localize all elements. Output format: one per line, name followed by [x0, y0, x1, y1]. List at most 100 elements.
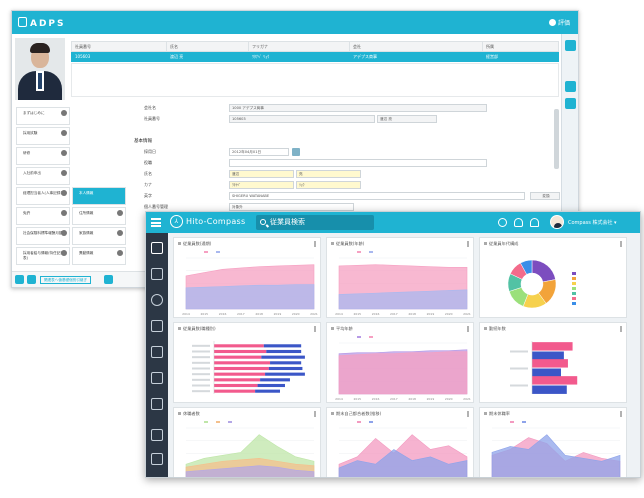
first-kana-field[interactable]: ﾘｮｳ	[296, 181, 361, 189]
kebab-menu-icon[interactable]	[467, 326, 469, 332]
bottom-icon[interactable]	[27, 275, 36, 284]
legend-swatch	[572, 302, 576, 305]
x-tick-label: 2020	[445, 397, 453, 401]
dashboard-card[interactable]: 平均年齢 2014 2015 2016 2017 2018 2019 2020 2021	[326, 322, 474, 403]
first-name-field[interactable]: 亮	[296, 170, 361, 178]
user-icon[interactable]	[514, 218, 523, 227]
table-header[interactable]: 所属	[481, 41, 560, 52]
edit-icon[interactable]	[151, 320, 163, 332]
pie-chart-icon[interactable]	[151, 294, 163, 306]
home-icon[interactable]	[151, 429, 163, 441]
kebab-menu-icon[interactable]	[314, 411, 316, 417]
legend-swatch	[572, 297, 576, 300]
x-tick-label: 2017	[390, 397, 398, 401]
area-series	[185, 465, 315, 477]
employee-search-input[interactable]: 従業員検索	[256, 215, 374, 230]
bar	[266, 349, 302, 354]
legend-swatch	[228, 421, 232, 423]
dashboard-card[interactable]: 期末自己都合者数(推移) 1 2 3 4 5 6 7 8	[326, 407, 474, 477]
legend-swatch	[510, 421, 514, 423]
bar	[255, 389, 281, 393]
gear-icon[interactable]	[151, 346, 163, 358]
home-icon[interactable]	[151, 242, 163, 254]
legend-swatch	[216, 251, 220, 253]
dashboard-card[interactable]: 勤続年数	[479, 322, 627, 403]
company-field[interactable]: 1000 アデプス商事	[229, 104, 487, 112]
kebab-menu-icon[interactable]	[467, 241, 469, 247]
hire-date-field[interactable]: 2012年04月01日	[229, 148, 289, 156]
kebab-menu-icon[interactable]	[620, 326, 622, 332]
last-name-field[interactable]: 渡辺	[229, 170, 294, 178]
category-label-placeholder	[192, 384, 210, 387]
pie-slice	[520, 259, 533, 275]
nav-item[interactable]: 異動情報	[72, 247, 126, 265]
org-icon[interactable]	[151, 453, 163, 465]
nav-item[interactable]: 住所情報	[72, 207, 126, 225]
company-menu[interactable]: Compass 株式会社 ▾	[568, 220, 617, 226]
nav-item-active[interactable]: 本人情報	[72, 187, 126, 205]
romaji-field[interactable]: SHIGERU WATANABE	[229, 192, 525, 200]
nav-item[interactable]: 採用試験	[16, 127, 70, 145]
employee-no-field[interactable]: 105603	[229, 115, 375, 123]
people-icon[interactable]	[151, 268, 163, 280]
table-header[interactable]: 会社	[349, 41, 483, 52]
title-select[interactable]	[229, 159, 487, 167]
scrollbar[interactable]	[554, 109, 559, 169]
pie-slice	[531, 259, 556, 283]
chart-svg: 2014 2015 2016 2017 2018 2019 2020 2021	[335, 336, 471, 401]
x-tick-label: 2016	[372, 312, 380, 316]
nav-item[interactable]: まずはじめに	[16, 107, 70, 125]
employee-name-field[interactable]: 渡辺 亮	[377, 115, 437, 123]
dashboard-card[interactable]: 休職者数 1 2 3 4 5 6 7 8	[173, 407, 321, 477]
bar	[214, 355, 262, 359]
nav-item[interactable]: 経理担当者人(人事記録表)	[16, 187, 70, 205]
nav-item[interactable]: 社会保険料標準報酬月額	[16, 227, 70, 245]
dashboard-card[interactable]: 期末休職率 1 2 3 4 5 6 7 8	[479, 407, 627, 477]
table-header[interactable]: フリガナ	[247, 41, 351, 52]
kebab-menu-icon[interactable]	[620, 411, 622, 417]
bottom-action-button[interactable]: 関連表へ値基礎個別引継ぎ	[40, 276, 92, 284]
table-header[interactable]: 社員番号	[71, 41, 167, 52]
side-button[interactable]	[564, 98, 576, 109]
bell-icon[interactable]	[530, 218, 539, 227]
nav-item[interactable]: 入社前申出	[16, 167, 70, 185]
dashboard-card[interactable]: 従業員数(通期) 2014 2015 2016 2017 2018 2019 2020 2021	[173, 237, 321, 318]
last-kana-field[interactable]: ﾜﾀﾅﾍﾞ	[229, 181, 294, 189]
nav-item[interactable]: 研修	[16, 147, 70, 165]
table-row[interactable]: 105603 渡辺 亮 ﾜﾀﾅﾍﾞ ﾘｮｳ アデプス商事 経営部	[71, 51, 560, 62]
kebab-menu-icon[interactable]	[467, 411, 469, 417]
list-icon[interactable]	[151, 372, 163, 384]
convert-button[interactable]: 変換	[530, 192, 560, 200]
romaji-label: 英字	[144, 193, 152, 198]
card-title: 従業員年代構成	[484, 241, 518, 247]
area-series	[185, 284, 315, 310]
table-header[interactable]: 氏名	[165, 41, 250, 52]
menu-icon[interactable]	[151, 218, 161, 227]
nav-item[interactable]: 採用者給与情報(特任記録表)	[16, 247, 70, 265]
dashboard-card[interactable]: 従業員年代構成	[479, 237, 627, 318]
calendar-icon[interactable]	[292, 148, 300, 156]
chart-svg: 2014 2015 2016 2017 2018 2019 2020 2021	[335, 251, 471, 316]
nav-item[interactable]: 家族情報	[72, 227, 126, 245]
kebab-menu-icon[interactable]	[314, 241, 316, 247]
help-icon[interactable]	[498, 218, 507, 227]
dashboard-card[interactable]: 従業員数(年齢) 2014 2015 2016 2017 2018 2019 2020 2021	[326, 237, 474, 318]
adps-user-menu[interactable]: 評価	[548, 18, 570, 27]
bottom-icon[interactable]	[15, 275, 24, 284]
avatar[interactable]	[550, 215, 564, 229]
area-series	[338, 449, 468, 477]
bar	[214, 389, 256, 393]
company-label: 会社名	[144, 105, 156, 110]
report-icon[interactable]	[151, 398, 163, 410]
bottom-icon[interactable]	[104, 275, 113, 284]
kebab-menu-icon[interactable]	[620, 241, 622, 247]
nav-item[interactable]: 免許	[16, 207, 70, 225]
side-button[interactable]	[564, 40, 576, 51]
x-tick-label: 2020	[292, 312, 300, 316]
personal-no-select[interactable]: 対象外	[229, 203, 354, 211]
table-cell: アデプス商事	[349, 51, 483, 62]
x-tick-label: 2021	[463, 397, 471, 401]
side-button[interactable]	[564, 81, 576, 92]
dashboard-card[interactable]: 従業員数(職種別)	[173, 322, 321, 403]
kebab-menu-icon[interactable]	[314, 326, 316, 332]
